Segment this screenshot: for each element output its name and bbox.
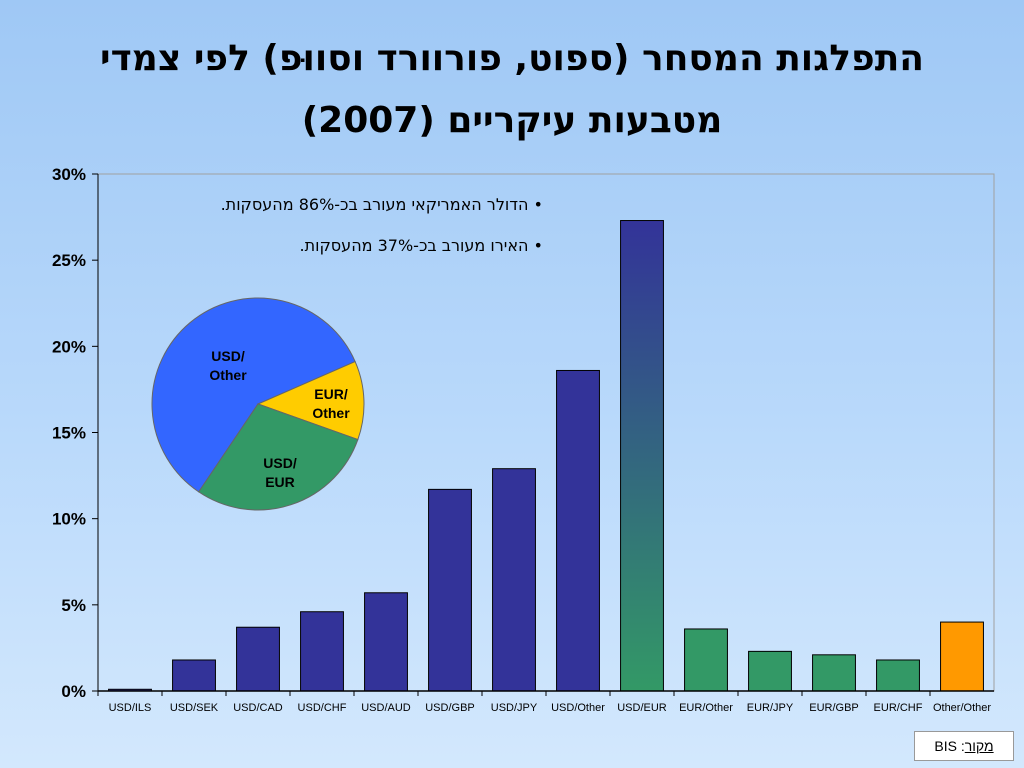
- bar-other-other: [940, 621, 984, 692]
- x-tick-label: USD/Other: [551, 702, 605, 714]
- x-tick-label: EUR/JPY: [747, 702, 794, 714]
- y-axis: 0% 5% 10% 15% 20% 25% 30%: [52, 165, 99, 701]
- x-tick-label: Other/Other: [933, 702, 991, 714]
- slide-title: התפלגות המסחר (ספוט, פורוורד וסווּפ) לפי…: [99, 38, 925, 141]
- bar-usd-jpy: [492, 468, 536, 692]
- x-tick-label: USD/SEK: [170, 702, 219, 714]
- bar-usd-cad: [236, 626, 280, 692]
- pie-slice-usd-other: [151, 297, 356, 493]
- pie-slice-label: USD/: [211, 348, 245, 364]
- pie-slice-label: USD/: [263, 455, 297, 471]
- bar-usd-chf: [300, 611, 344, 692]
- y-tick-label: 25%: [52, 251, 86, 270]
- x-tick-label: USD/AUD: [361, 702, 411, 714]
- annotations: • הדולר האמריקאי מעורב בכ-86% מהעסקות. • …: [221, 195, 543, 255]
- y-tick-label: 30%: [52, 165, 86, 184]
- y-tick-label: 0%: [61, 682, 86, 701]
- pie-slice-label: EUR: [265, 474, 295, 490]
- pie-chart: USD/Other EUR/Other USD/EUR: [151, 297, 365, 511]
- bar-eur-chf: [876, 659, 920, 692]
- source-label: מקור: [964, 738, 994, 754]
- x-tick-label: USD/EUR: [617, 702, 667, 714]
- source-box: מקור: BIS: [914, 731, 1014, 761]
- y-tick-label: 20%: [52, 337, 86, 356]
- bar-usd-eur: [620, 220, 664, 692]
- annotation-line: • האירו מעורב בכ-37% מהעסקות.: [299, 236, 543, 255]
- source-value: BIS: [934, 738, 957, 754]
- pie-slice-label: Other: [209, 367, 247, 383]
- y-tick-label: 15%: [52, 424, 86, 443]
- x-tick-label: USD/JPY: [491, 702, 538, 714]
- x-tick-label: EUR/GBP: [809, 702, 859, 714]
- bar-usd-aud: [364, 592, 408, 692]
- x-tick-label: EUR/Other: [679, 702, 733, 714]
- bar-eur-jpy: [748, 650, 792, 692]
- pie-slice-label: Other: [312, 405, 350, 421]
- bar-eur-gbp: [812, 654, 856, 692]
- bars-group: [108, 220, 984, 692]
- bar-usd-other: [556, 369, 600, 692]
- bar-eur-other: [684, 628, 728, 692]
- x-tick-label: USD/CAD: [233, 702, 283, 714]
- bar-usd-sek: [172, 659, 216, 692]
- annotation-line: • הדולר האמריקאי מעורב בכ-86% מהעסקות.: [221, 195, 543, 214]
- x-axis: USD/ILS USD/SEK USD/CAD USD/CHF USD/AUD USD/G…: [97, 690, 994, 714]
- pie-slice-eur-other: [256, 360, 365, 441]
- x-tick-label: USD/ILS: [109, 702, 152, 714]
- y-tick-label: 10%: [52, 510, 86, 529]
- pie-slice-usd-eur: [198, 403, 359, 511]
- bar-usd-gbp: [428, 488, 472, 692]
- x-tick-label: USD/CHF: [298, 702, 347, 714]
- x-tick-label: USD/GBP: [425, 702, 475, 714]
- x-tick-label: EUR/CHF: [874, 702, 923, 714]
- y-tick-label: 5%: [61, 596, 86, 615]
- pie-slice-label: EUR/: [314, 386, 348, 402]
